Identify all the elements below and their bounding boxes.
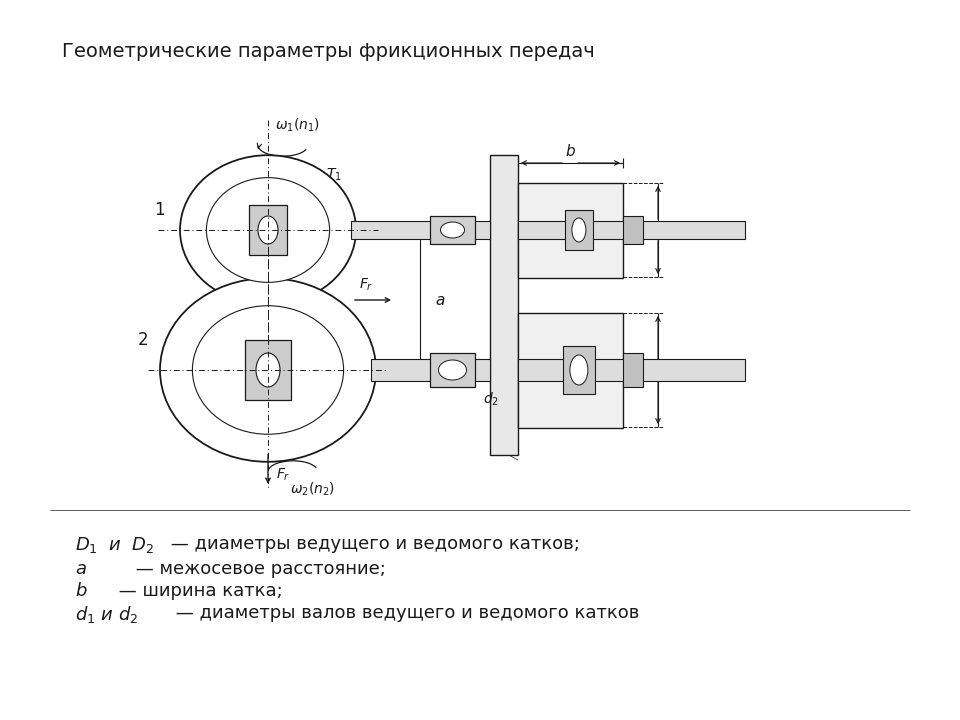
Ellipse shape xyxy=(441,222,465,238)
Bar xyxy=(430,216,475,244)
Bar xyxy=(518,221,745,239)
Text: $a$: $a$ xyxy=(435,292,445,307)
Text: $F_r$: $F_r$ xyxy=(276,467,291,483)
Text: $D_1$  и  $D_2$: $D_1$ и $D_2$ xyxy=(75,535,155,555)
Ellipse shape xyxy=(570,355,588,385)
Bar xyxy=(564,210,593,250)
Text: $D_1$: $D_1$ xyxy=(672,220,691,239)
Ellipse shape xyxy=(160,278,376,462)
Ellipse shape xyxy=(206,178,329,282)
Bar xyxy=(351,221,490,239)
Bar xyxy=(518,359,745,381)
Ellipse shape xyxy=(256,353,280,387)
Bar xyxy=(518,183,623,278)
Text: $b$: $b$ xyxy=(75,582,87,600)
Bar xyxy=(490,155,518,455)
Text: 1: 1 xyxy=(155,201,165,219)
Bar xyxy=(623,216,643,244)
Text: $D_2$: $D_2$ xyxy=(672,361,691,379)
Text: $\omega_1(n_1)$: $\omega_1(n_1)$ xyxy=(276,117,321,134)
Bar xyxy=(245,340,291,400)
Bar xyxy=(563,346,595,394)
Text: Геометрические параметры фрикционных передач: Геометрические параметры фрикционных пер… xyxy=(62,42,595,61)
Bar xyxy=(249,205,287,255)
Text: $a$: $a$ xyxy=(75,560,86,578)
Bar xyxy=(518,313,623,428)
Ellipse shape xyxy=(439,360,467,380)
Text: — диаметры валов ведущего и ведомого катков: — диаметры валов ведущего и ведомого кат… xyxy=(170,604,639,622)
Text: — межосевое расстояние;: — межосевое расстояние; xyxy=(130,560,386,578)
Bar xyxy=(430,353,475,387)
Text: 2: 2 xyxy=(137,331,148,349)
Text: — диаметры ведущего и ведомого катков;: — диаметры ведущего и ведомого катков; xyxy=(165,535,580,553)
Text: $d_2$: $d_2$ xyxy=(483,390,499,408)
Ellipse shape xyxy=(192,306,344,434)
Text: — ширина катка;: — ширина катка; xyxy=(113,582,283,600)
Text: $F_r$: $F_r$ xyxy=(359,276,373,293)
Bar xyxy=(371,359,490,381)
Ellipse shape xyxy=(258,216,278,244)
Text: $\omega_2(n_2)$: $\omega_2(n_2)$ xyxy=(291,481,336,498)
Ellipse shape xyxy=(180,156,356,305)
Text: $T_1$: $T_1$ xyxy=(326,167,342,183)
Text: $b$: $b$ xyxy=(564,143,575,159)
Ellipse shape xyxy=(572,218,586,242)
Bar xyxy=(623,353,643,387)
Text: $d_1$ и $d_2$: $d_1$ и $d_2$ xyxy=(75,604,138,625)
